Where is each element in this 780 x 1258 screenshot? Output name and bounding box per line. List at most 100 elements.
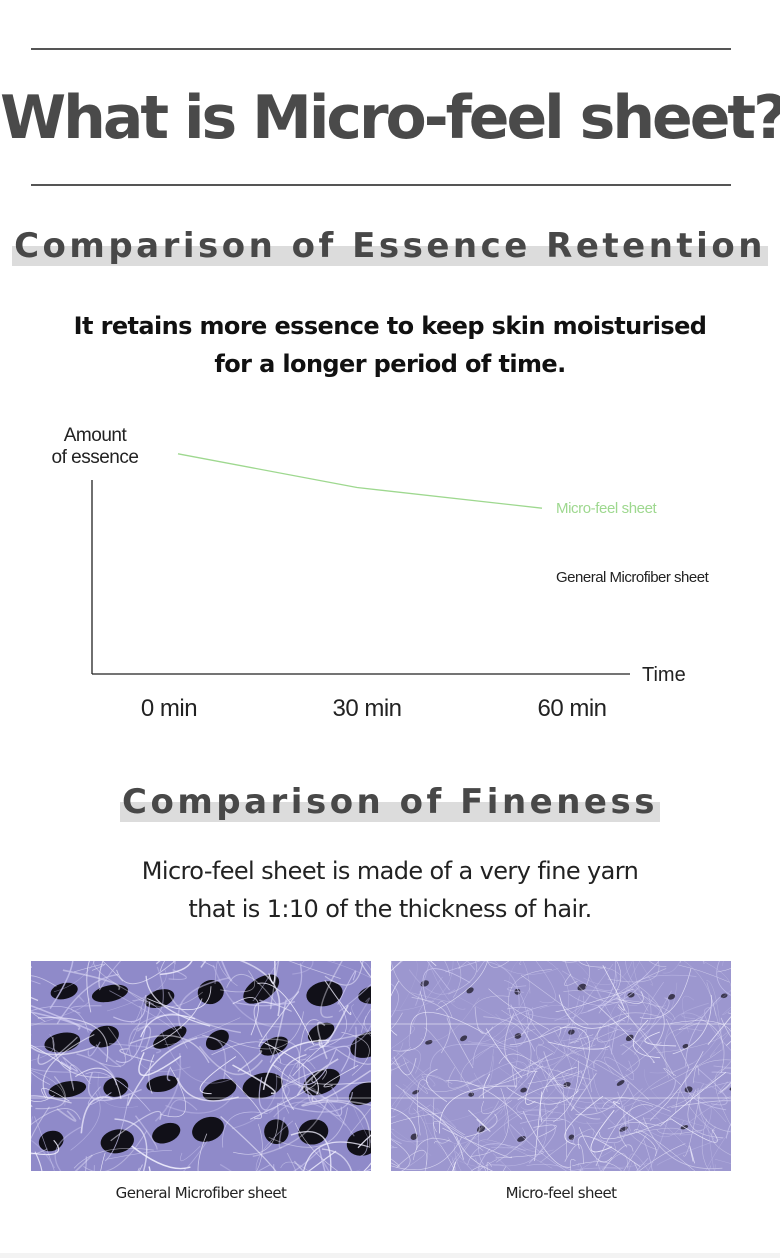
- fiber-strand: [612, 1101, 648, 1128]
- fiber-strand: [348, 997, 370, 1033]
- fiber-strand: [160, 1066, 186, 1118]
- fiber-strand: [391, 1047, 412, 1071]
- fiber-strand: [495, 1150, 544, 1159]
- fiber-strand: [31, 975, 57, 987]
- fiber-strand: [482, 1058, 544, 1123]
- fiber-strand: [31, 1034, 51, 1085]
- fiber-strand: [361, 1008, 371, 1033]
- top-rule: [31, 48, 731, 50]
- fiber-strand: [444, 961, 451, 977]
- fiber-strand: [561, 970, 618, 991]
- x-tick-labels: 0 min 30 min 60 min: [141, 695, 607, 722]
- page-title: What is Micro-feel sheet?: [0, 83, 780, 153]
- fiber-strand: [41, 1087, 70, 1102]
- fiber-strand: [290, 1130, 332, 1171]
- fiber-strand: [132, 999, 188, 1049]
- fiber-strand: [298, 1019, 319, 1089]
- fiber-strand: [706, 980, 723, 1051]
- fiber-strand: [643, 1139, 653, 1171]
- fiber-strand: [717, 968, 731, 973]
- fiber-strand: [656, 1137, 724, 1166]
- fiber-strand: [233, 1104, 279, 1155]
- fiber-strand: [670, 1118, 718, 1143]
- fiber-strand: [592, 990, 615, 1008]
- fiber-strand: [617, 1006, 675, 1077]
- fiber-strand: [281, 1069, 327, 1088]
- fiber-strand: [182, 1140, 208, 1171]
- fiber-strand: [197, 1133, 208, 1171]
- fiber-strand: [478, 1164, 504, 1171]
- fiber-strand: [593, 1060, 650, 1101]
- fiber-void: [91, 984, 129, 1003]
- fiber-strand: [60, 1056, 79, 1072]
- fiber-strand: [671, 1100, 731, 1108]
- fiber-strand: [391, 1158, 400, 1167]
- fiber-strand: [614, 1044, 640, 1082]
- fiber-strand: [610, 1019, 626, 1055]
- fiber-strand: [639, 968, 692, 1019]
- fiber-strand: [500, 1063, 530, 1115]
- fiber-strand: [722, 1006, 731, 1016]
- fiber-strand: [272, 1064, 304, 1089]
- fiber-strand: [231, 1072, 278, 1130]
- fiber-strand: [666, 1105, 712, 1136]
- fiber-strand: [99, 1026, 126, 1067]
- fiber-strand: [137, 1026, 152, 1049]
- fiber-strand: [391, 1026, 415, 1049]
- fiber-strand: [508, 961, 519, 1001]
- fiber-strand: [364, 1015, 371, 1034]
- fiber-strand: [107, 1150, 173, 1160]
- fiber-strand: [487, 1108, 554, 1140]
- fiber-strand: [140, 1014, 196, 1038]
- fiber-strand: [176, 1077, 239, 1102]
- fiber-strand: [498, 1053, 564, 1090]
- fiber-strand: [426, 1068, 448, 1103]
- fiber-strand: [453, 1144, 462, 1171]
- fiber-strand: [572, 1161, 622, 1171]
- fiber-strand: [445, 961, 481, 973]
- fiber-strand: [618, 1121, 662, 1148]
- fiber-strand: [455, 995, 515, 1028]
- fiber-strand: [308, 1150, 337, 1171]
- fiber-strand: [707, 1126, 716, 1171]
- fiber-strand: [198, 1045, 264, 1076]
- general-microfiber-photo: [31, 961, 371, 1171]
- fiber-strand: [480, 961, 520, 1006]
- fiber-strand: [574, 1028, 587, 1044]
- y-axis-label-line1: Amount: [64, 425, 128, 446]
- fiber-void: [146, 1075, 178, 1093]
- fiber-strand: [357, 1134, 371, 1149]
- fiber-strand: [302, 1101, 371, 1148]
- fiber-strand: [463, 1043, 536, 1072]
- fiber-strand: [478, 1139, 553, 1169]
- fiber-strand: [417, 1079, 429, 1136]
- fiber-void: [242, 1072, 283, 1099]
- fiber-strand: [644, 1031, 677, 1047]
- fiber-strand: [391, 961, 454, 1012]
- fiber-strand: [392, 1075, 447, 1112]
- fiber-strand: [579, 1127, 613, 1163]
- fiber-strand: [474, 1006, 494, 1035]
- fiber-strand: [470, 1123, 546, 1150]
- fiber-strand: [648, 961, 667, 967]
- fiber-strand: [714, 1068, 731, 1127]
- fiber-void: [425, 1039, 433, 1045]
- fiber-strand: [309, 1002, 348, 1051]
- fiber-strand: [391, 983, 399, 1018]
- fiber-strand: [722, 961, 724, 967]
- fiber-strand: [446, 1017, 474, 1069]
- fiber-strand: [268, 1107, 349, 1148]
- fiber-strand: [638, 1143, 686, 1171]
- fiber-strand: [547, 1041, 610, 1050]
- fiber-strand: [304, 1085, 339, 1103]
- fiber-strand: [607, 987, 639, 1051]
- fiber-strand: [395, 1084, 466, 1135]
- fiber-strand: [718, 1081, 731, 1095]
- fiber-strand: [432, 1098, 451, 1144]
- fiber-strand: [280, 1053, 307, 1111]
- fiber-strand: [447, 1067, 485, 1089]
- x-tick-label-1: 30 min: [332, 695, 401, 722]
- fiber-strand: [539, 1128, 595, 1163]
- fiber-strand: [563, 989, 630, 1023]
- fiber-strand: [31, 1034, 55, 1061]
